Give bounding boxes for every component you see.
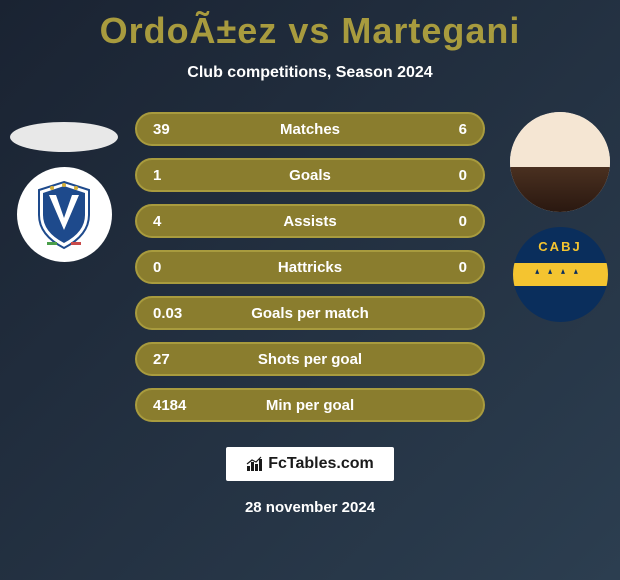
stat-left-value: 39 <box>153 121 203 138</box>
comparison-content: CABJ 39 Matches 6 1 Goals 0 <box>0 112 620 422</box>
club-badge-left <box>17 167 112 262</box>
stat-label: Assists <box>283 213 336 230</box>
stat-row: 4184 Min per goal <box>135 388 485 422</box>
stat-row: 27 Shots per goal <box>135 342 485 376</box>
stat-left-value: 0.03 <box>153 305 203 322</box>
stat-right-value: 0 <box>417 167 467 184</box>
chart-icon <box>246 456 264 472</box>
stat-left-value: 1 <box>153 167 203 184</box>
brand-badge: FcTables.com <box>226 447 394 481</box>
player-right-column: CABJ <box>510 112 610 322</box>
stat-label: Goals per match <box>251 305 369 322</box>
brand-text: FcTables.com <box>268 455 374 472</box>
stat-row: 4 Assists 0 <box>135 204 485 238</box>
player-face-icon <box>510 112 610 212</box>
stat-left-value: 4 <box>153 213 203 230</box>
stat-row: 1 Goals 0 <box>135 158 485 192</box>
stat-right-value: 0 <box>417 259 467 276</box>
stat-label: Matches <box>280 121 340 138</box>
stat-right-value: 6 <box>417 121 467 138</box>
velez-shield-icon <box>34 180 94 250</box>
boca-text-icon: CABJ <box>538 239 581 254</box>
stat-row: 39 Matches 6 <box>135 112 485 146</box>
stat-label: Shots per goal <box>258 351 362 368</box>
footer: FcTables.com 28 november 2024 <box>0 447 620 516</box>
stat-label: Goals <box>289 167 331 184</box>
stat-label: Hattricks <box>278 259 342 276</box>
stat-right-value: 0 <box>417 213 467 230</box>
stats-container: 39 Matches 6 1 Goals 0 4 Assists 0 0 Hat… <box>135 112 485 422</box>
stat-row: 0 Hattricks 0 <box>135 250 485 284</box>
club-badge-right: CABJ <box>513 227 608 322</box>
player-left-column <box>10 112 118 262</box>
stat-left-value: 0 <box>153 259 203 276</box>
footer-date: 28 november 2024 <box>0 499 620 516</box>
player-left-photo <box>10 122 118 152</box>
page-subtitle: Club competitions, Season 2024 <box>0 64 620 82</box>
page-title: OrdoÃ±ez vs Martegani <box>0 10 620 52</box>
stat-label: Min per goal <box>266 397 354 414</box>
stat-left-value: 27 <box>153 351 203 368</box>
boca-stripe-icon <box>513 263 608 286</box>
stat-left-value: 4184 <box>153 397 203 414</box>
player-right-photo <box>510 112 610 212</box>
stat-row: 0.03 Goals per match <box>135 296 485 330</box>
